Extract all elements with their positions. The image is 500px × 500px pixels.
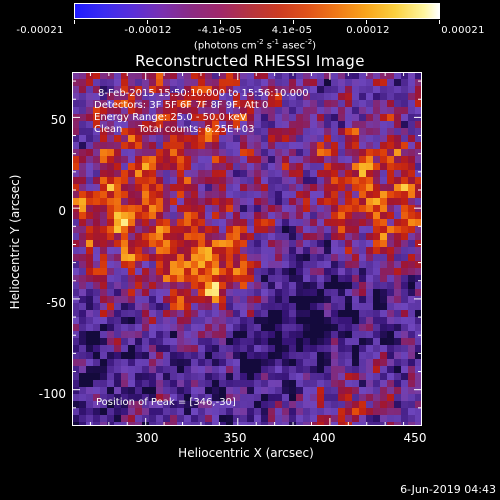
colorbar-label: -0.00021 (16, 25, 64, 36)
colorbar-label: 4.1e-05 (271, 25, 313, 36)
timestamp: 6-Jun-2019 04:43 (400, 483, 496, 496)
x-tick-label: 400 (312, 431, 336, 445)
x-tick-label: 350 (223, 431, 247, 445)
colorbar-label: 0.00021 (441, 25, 485, 36)
colorbar-label: 0.00012 (346, 25, 390, 36)
x-tick-label: 300 (135, 431, 159, 445)
colorbar-label: -0.00012 (124, 25, 172, 36)
x-axis-label: Heliocentric X (arcsec) (178, 446, 314, 460)
detectors-text: Detectors: 3F 5F 6F 7F 8F 9F, Att 0 (94, 100, 269, 111)
colorbar-tick (74, 20, 75, 24)
y-tick-label: -100 (38, 387, 66, 401)
y-axis-label: Heliocentric Y (arcsec) (8, 174, 22, 310)
energy-range-text: Energy Range: 25.0 - 50.0 keV (94, 112, 247, 123)
x-tick-label: 450 (403, 431, 427, 445)
clean-counts-text: Clean Total counts: 6.25E+03 (94, 124, 255, 135)
plot-title: Reconstructed RHESSI Image (135, 52, 365, 70)
colorbar-tick (220, 20, 221, 24)
y-tick-label: 0 (58, 204, 66, 218)
time-range: 8-Feb-2015 15:50:10.000 to 15:56:10.000 (98, 88, 309, 99)
colorbar-tick (439, 20, 440, 24)
plot-frame (72, 72, 422, 426)
colorbar-label: -4.1e-05 (197, 25, 243, 36)
colorbar-tick (293, 20, 294, 24)
colorbar-tick (147, 20, 148, 24)
colorbar-units: (photons cm-2 s-1 asec-2) (193, 38, 317, 52)
peak-position-text: Position of Peak = [346,-30] (96, 397, 236, 408)
y-tick-label: 50 (50, 113, 66, 127)
colorbar (74, 3, 440, 19)
y-tick-label: -50 (46, 296, 66, 310)
colorbar-tick (366, 20, 367, 24)
rhessi-image (72, 72, 422, 426)
